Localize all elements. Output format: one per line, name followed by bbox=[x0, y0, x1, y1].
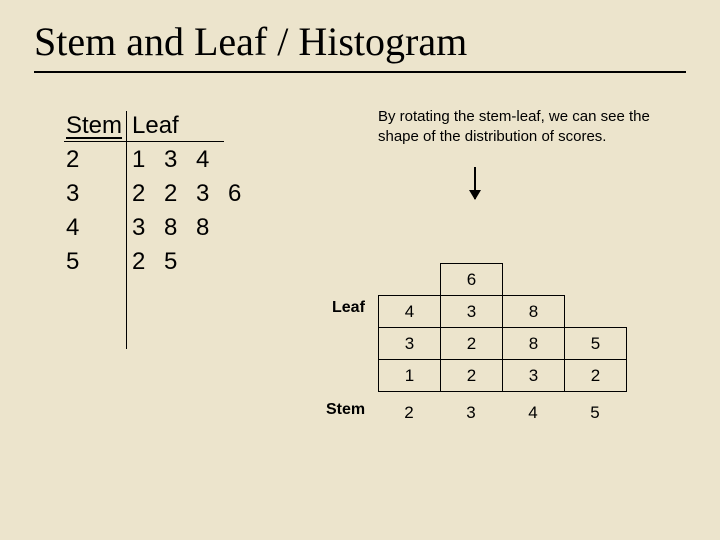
rotated-histogram: Leaf 6 4 3 8 3 2 8 5 1 2 bbox=[378, 263, 627, 430]
stem-value: 3 bbox=[440, 396, 502, 430]
grid-cell bbox=[565, 296, 627, 328]
stemleaf-leaves: 1 3 4 bbox=[132, 146, 215, 174]
stemleaf-header-stem: Stem bbox=[64, 112, 132, 140]
grid-cell: 8 bbox=[503, 328, 565, 360]
stem-axis-row: 2 3 4 5 bbox=[378, 396, 626, 430]
stemleaf-leaves: 2 5 bbox=[132, 248, 183, 276]
stemleaf-stem: 4 bbox=[64, 214, 132, 242]
stem-axis-label: Stem bbox=[326, 401, 365, 419]
grid-cell: 2 bbox=[441, 328, 503, 360]
stemleaf-leaves: 2 2 3 6 bbox=[132, 180, 247, 208]
description-text: By rotating the stem-leaf, we can see th… bbox=[378, 107, 688, 146]
grid-cell: 4 bbox=[379, 296, 441, 328]
grid-cell: 2 bbox=[441, 360, 503, 392]
stem-leaf-plot: Stem Leaf 2 1 3 4 3 2 2 3 6 4 3 8 8 5 2 … bbox=[64, 109, 247, 279]
stem-value: 2 bbox=[378, 396, 440, 430]
stem-value: 4 bbox=[502, 396, 564, 430]
leaf-axis-label: Leaf bbox=[332, 299, 365, 317]
grid-cell bbox=[503, 264, 565, 296]
down-arrow-icon bbox=[474, 167, 476, 199]
slide-title: Stem and Leaf / Histogram bbox=[0, 0, 720, 71]
histogram-grid: 6 4 3 8 3 2 8 5 1 2 3 2 bbox=[378, 263, 627, 392]
stemleaf-stem: 2 bbox=[64, 146, 132, 174]
stemleaf-horizontal-rule bbox=[64, 141, 224, 142]
grid-cell: 2 bbox=[565, 360, 627, 392]
grid-cell: 3 bbox=[379, 328, 441, 360]
grid-cell bbox=[565, 264, 627, 296]
stemleaf-stem: 5 bbox=[64, 248, 132, 276]
stemleaf-leaves: 3 8 8 bbox=[132, 214, 215, 242]
grid-cell: 3 bbox=[441, 296, 503, 328]
stem-value: 5 bbox=[564, 396, 626, 430]
grid-cell: 3 bbox=[503, 360, 565, 392]
stemleaf-stem: 3 bbox=[64, 180, 132, 208]
grid-cell bbox=[379, 264, 441, 296]
grid-cell: 1 bbox=[379, 360, 441, 392]
grid-cell: 8 bbox=[503, 296, 565, 328]
grid-cell: 5 bbox=[565, 328, 627, 360]
stemleaf-header-leaf: Leaf bbox=[132, 112, 179, 140]
grid-cell: 6 bbox=[441, 264, 503, 296]
content-area: Stem Leaf 2 1 3 4 3 2 2 3 6 4 3 8 8 5 2 … bbox=[0, 73, 720, 523]
stemleaf-vertical-rule bbox=[126, 111, 127, 349]
